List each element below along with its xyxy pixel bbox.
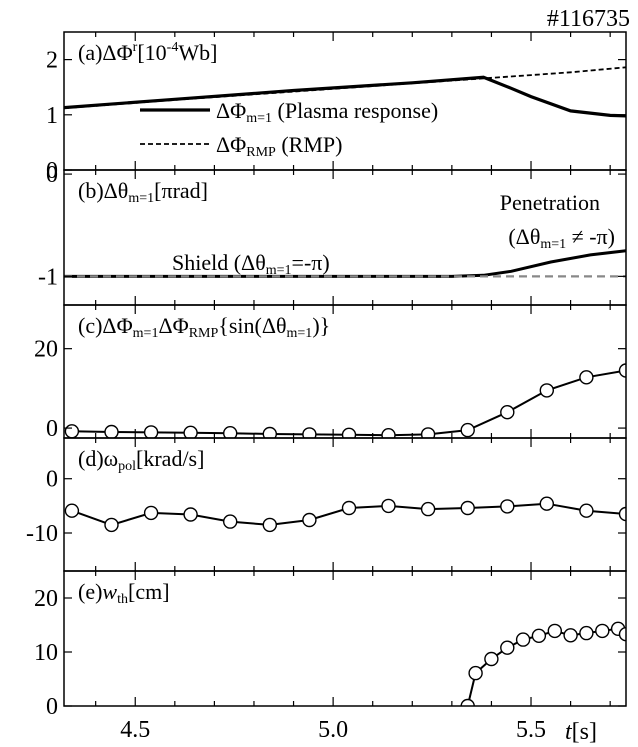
panel-d-data-point [302,512,317,528]
panel-e-ytick-label: 10 [34,640,58,666]
panel-d-data-point [64,503,80,518]
panel-d-series-group [64,496,626,533]
panel-e-data-point [547,623,562,639]
panel-c-data-point [262,426,277,438]
panel-e-data-point [460,698,475,706]
panel-e-ytick-label: 20 [34,586,58,612]
panel-a-legend-label: ΔΦRMP (RMP) [216,132,342,160]
panel-c-data-point [143,425,159,438]
panel-a-ytick-label: 1 [46,103,58,129]
panel-d-data-point [500,499,515,514]
panel-e-data-point [579,625,594,641]
panel-c-title: (c)ΔΦm=1ΔΦRMP{sin(Δθm=1)} [78,313,330,341]
panel-e-data-point [531,628,547,643]
panel-e-data-point [468,665,483,681]
panel-e-series-line [466,627,626,706]
panel-e-data-point [500,640,515,655]
panel-b-ytick-label: 0 [46,162,58,188]
panel-e-ytick-label: 0 [46,694,58,720]
panel-a-title: (a)ΔΦr[10-4Wb] [78,40,217,65]
panel-c-data-point [341,427,357,438]
panel-e-data-point [618,627,626,642]
panel-c-data-point [618,363,626,378]
panel-c-data-point [420,427,436,438]
panel-d-data-point [460,500,475,516]
panel-b-title: (b)Δθm=1[πrad] [78,178,208,206]
panel-b-annotation-penetration: Penetration [500,190,600,215]
plot-layer [64,66,626,706]
x-tick-label: 5.5 [516,717,546,743]
panel-d-data-point [618,506,626,522]
panel-d-data-point [143,505,159,521]
panel-d-data-point [262,517,277,533]
panel-a-ytick-label: 0 [46,158,58,184]
panel-c-data-point [500,405,515,420]
x-tick-label: 4.5 [120,717,150,743]
panel-d-data-point [539,496,554,511]
panel-e-data-point [484,651,499,667]
panel-c-data-point [302,427,317,438]
panel-b-ytick-label: -1 [38,264,58,290]
panel-b-annotation-shield: Shield (Δθm=1=-π) [172,250,330,278]
panel-c-series-group [64,363,626,438]
panel-e-frame [63,570,627,707]
panel-d-data-point [183,507,198,522]
panel-b-series-group [64,249,626,278]
panel-d-data-point [341,500,357,516]
panel-d-data-point [579,503,594,518]
panel-c-data-point [104,424,119,438]
text-layer: #116735 0 1 2 (a)ΔΦr[10-4Wb] ΔΦm=1 (Plasma r… [26,6,630,745]
panel-c-data-point [381,428,396,438]
panel-c-data-point [223,426,238,438]
panel-d-data-point [104,517,119,533]
panel-d-data-point [381,498,396,514]
shot-label: #116735 [547,6,630,32]
panel-b-series-line [64,249,626,278]
panel-e-data-point [563,628,578,643]
panel-d-title: (d)ωpol[krad/s] [78,446,204,474]
panel-b-annotation-condition: (Δθm=1 ≠ -π) [508,224,615,252]
panel-e-series-group [460,621,626,706]
panel-d-data-point [420,501,436,517]
panel-c-frame [63,304,627,439]
panel-e-data-point [595,623,610,639]
panel-a-ytick-label: 2 [46,48,58,74]
x-axis-label: t[s] [565,719,597,745]
frame-layer [63,31,627,707]
panel-e-data-point [515,632,531,647]
panel-d-ytick-label: -10 [26,521,58,547]
panel-c-data-point [579,370,594,385]
panel-c-data-point [64,424,80,438]
panel-d-data-point [222,514,238,529]
panel-d-ytick-label: 0 [46,467,58,493]
x-tick-label: 5.0 [318,717,348,743]
panel-c-data-point [460,422,475,438]
panel-c-ytick-label: 0 [46,416,58,442]
panel-a-series-line [64,66,626,110]
panel-c-data-point [539,383,554,398]
panel-c-ytick-label: 20 [34,337,58,363]
panel-a-series-group [64,66,626,118]
panel-e-title: (e)wth[cm] [78,579,170,607]
panel-a-legend-label: ΔΦm=1 (Plasma response) [216,98,438,126]
panel-c-data-point [183,425,198,438]
panel-c-series-line [71,369,626,437]
